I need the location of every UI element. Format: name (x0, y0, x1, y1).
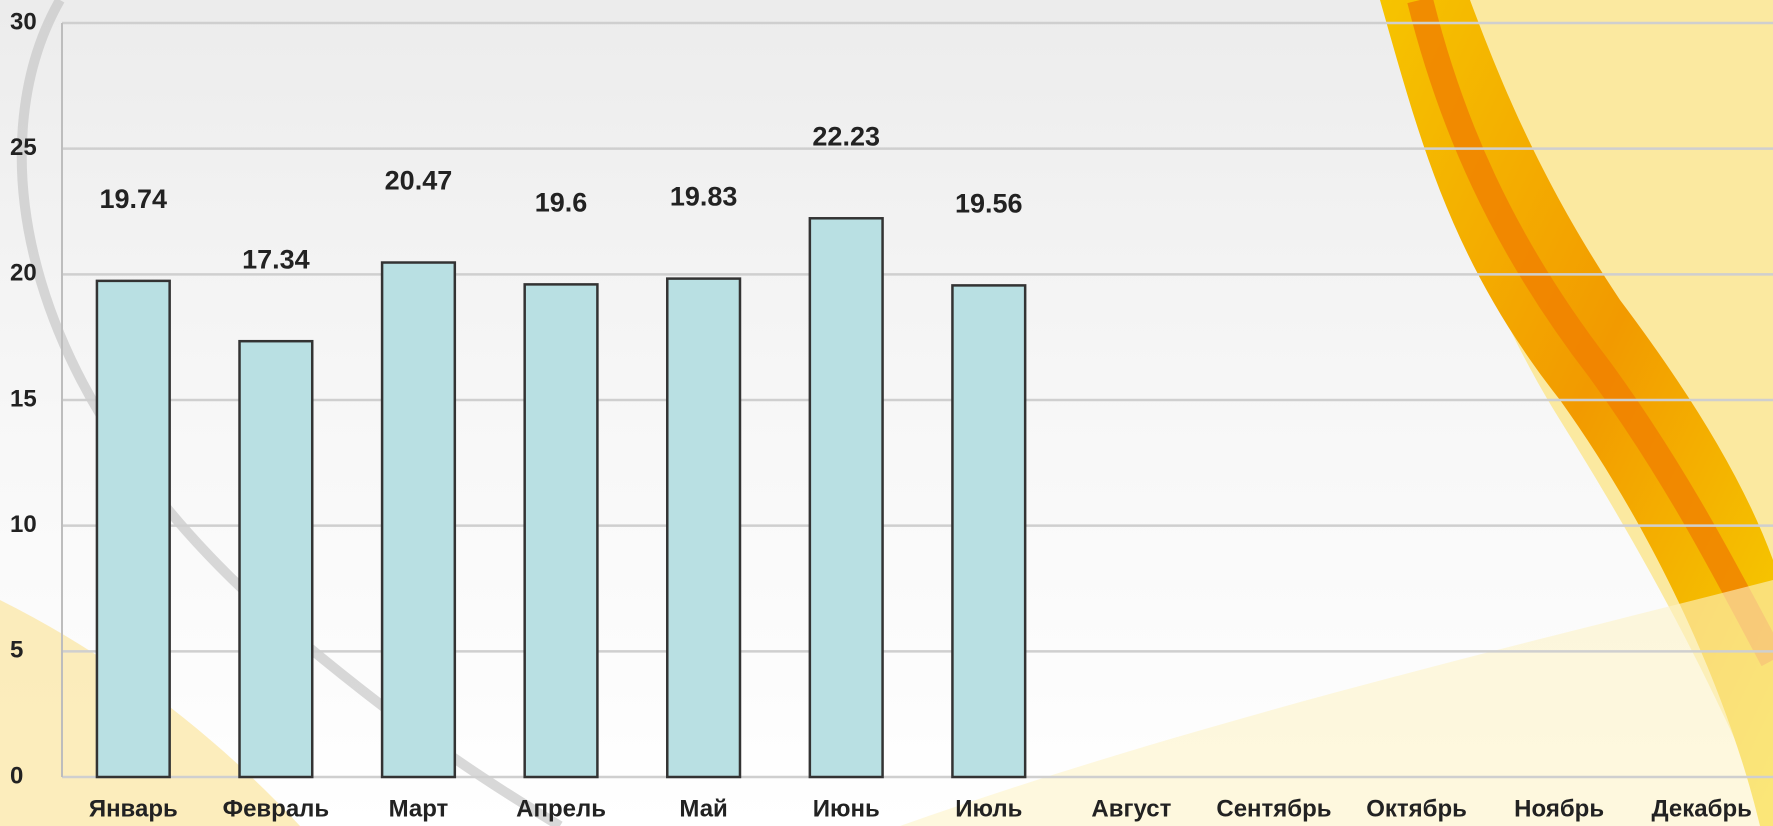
x-tick-label: Сентябрь (1216, 795, 1331, 822)
bar (240, 341, 313, 777)
data-label: 19.83 (670, 182, 738, 212)
x-tick-label: Октябрь (1366, 795, 1467, 822)
chart: 0 5 10 15 20 25 30 Январь 19.74 Февраль 17.34 Март 2… (0, 0, 1773, 826)
data-label: 17.34 (242, 244, 310, 274)
y-tick-label: 25 (10, 134, 37, 161)
bar (382, 263, 455, 777)
x-tick-label: Август (1091, 795, 1171, 822)
x-tick-label: Март (389, 795, 449, 822)
y-tick-label: 20 (10, 260, 37, 287)
bar (952, 285, 1025, 777)
x-tick-label: Декабрь (1652, 795, 1752, 822)
x-tick-label: Май (679, 795, 727, 822)
data-label: 19.6 (535, 188, 588, 218)
data-label: 19.74 (100, 184, 168, 214)
bar (667, 279, 740, 777)
x-tick-label: Ноябрь (1514, 795, 1604, 822)
y-tick-label: 15 (10, 385, 37, 412)
bar (810, 218, 883, 777)
y-tick-label: 10 (10, 511, 37, 538)
x-tick-label: Апрель (516, 795, 606, 822)
data-label: 22.23 (812, 121, 880, 151)
y-tick-label: 5 (10, 637, 23, 664)
data-label: 19.56 (955, 189, 1023, 219)
x-tick-label: Июнь (813, 795, 880, 822)
data-label: 20.47 (385, 166, 453, 196)
bar (525, 284, 598, 777)
x-tick-label: Февраль (223, 795, 330, 822)
y-tick-label: 30 (10, 8, 37, 35)
x-tick-label: Июль (955, 795, 1022, 822)
y-tick-label: 0 (10, 762, 23, 789)
x-tick-label: Январь (89, 795, 178, 822)
bar (97, 281, 170, 777)
